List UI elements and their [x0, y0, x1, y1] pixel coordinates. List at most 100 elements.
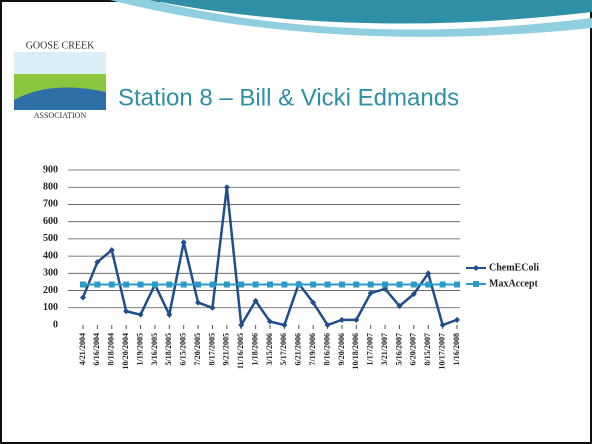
marker	[454, 316, 460, 323]
slide-title: Station 8 – Bill & Vicki Edmands	[118, 84, 459, 111]
marker	[410, 281, 417, 288]
marker	[396, 281, 403, 288]
y-tick-label: 200	[43, 285, 58, 296]
x-tick-label: 9/21/2005	[222, 333, 231, 365]
marker	[367, 281, 374, 288]
marker	[80, 281, 86, 288]
marker	[310, 299, 317, 306]
x-tick-label: 10/18/2006	[351, 333, 360, 369]
marker	[338, 316, 345, 323]
x-tick-label: 7/20/2005	[193, 333, 202, 365]
y-tick-label: 100	[43, 302, 58, 313]
x-tick-label: 10/20/2004	[121, 333, 130, 369]
x-tick-label: 8/15/2007	[423, 333, 432, 365]
y-tick-label: 400	[43, 250, 58, 261]
logo-sky	[14, 52, 106, 74]
marker	[195, 299, 202, 306]
y-tick-label: 300	[43, 268, 58, 279]
x-tick-label: 3/16/2005	[150, 333, 159, 365]
y-tick-label: 700	[43, 199, 58, 210]
legend-label: MaxAccept	[489, 278, 539, 289]
y-tick-label: 900	[43, 164, 58, 175]
logo-top: GOOSE CREEK	[26, 40, 95, 51]
marker	[252, 297, 259, 304]
marker	[108, 281, 115, 288]
x-tick-label: 5/18/2005	[164, 333, 173, 365]
marker	[209, 304, 216, 311]
x-tick-label: 9/20/2006	[337, 333, 346, 365]
x-tick-label: 1/19/2005	[135, 333, 144, 365]
marker	[94, 281, 101, 288]
legend-label: ChemEColi	[489, 262, 539, 273]
x-tick-label: 3/15/2006	[265, 333, 274, 365]
marker	[267, 318, 273, 325]
x-tick-label: 1/17/2007	[366, 333, 375, 365]
marker	[310, 281, 317, 288]
marker	[281, 322, 288, 328]
x-tick-label: 6/20/2007	[409, 333, 418, 365]
marker	[439, 281, 446, 288]
marker	[410, 291, 417, 297]
marker	[425, 270, 432, 277]
marker	[108, 247, 115, 254]
marker	[151, 281, 158, 288]
x-tick-label: 8/18/2004	[107, 333, 116, 365]
y-tick-label: 0	[53, 319, 58, 330]
x-tick-label: 6/15/2005	[179, 333, 188, 365]
marker	[195, 281, 202, 288]
marker	[425, 281, 432, 288]
x-tick-label: 5/16/2007	[394, 333, 403, 365]
x-tick-label: 8/16/2006	[322, 333, 331, 365]
x-tick-label: 5/17/2006	[279, 333, 288, 365]
marker	[94, 259, 101, 266]
top-wave	[150, 0, 592, 24]
y-tick-label: 600	[43, 216, 58, 227]
marker	[223, 281, 230, 288]
marker	[180, 239, 187, 246]
x-tick-label: 11/16/2005	[236, 333, 245, 369]
marker	[137, 281, 144, 288]
marker	[295, 281, 302, 288]
marker	[439, 322, 446, 328]
marker	[281, 281, 288, 288]
x-tick-label: 10/17/2007	[437, 333, 446, 369]
marker	[353, 316, 360, 323]
y-tick-label: 800	[43, 182, 58, 193]
marker	[324, 322, 331, 328]
marker	[223, 184, 230, 191]
x-tick-label: 8/17/2005	[207, 333, 216, 365]
marker	[367, 290, 374, 297]
x-tick-label: 6/21/2006	[294, 333, 303, 365]
marker	[238, 281, 245, 288]
x-tick-label: 4/21/2004	[78, 333, 87, 365]
legend-marker	[473, 281, 479, 287]
marker	[238, 322, 245, 328]
marker	[324, 281, 331, 288]
marker	[396, 303, 403, 310]
marker	[166, 281, 173, 288]
x-tick-label: 7/19/2006	[308, 333, 317, 365]
marker	[123, 281, 130, 288]
x-tick-label: 6/16/2004	[92, 333, 101, 365]
marker	[353, 281, 360, 288]
marker	[137, 311, 144, 318]
x-tick-label: 3/21/2007	[380, 333, 389, 365]
legend-marker	[473, 265, 479, 271]
logo: GOOSE CREEK ASSOCIATION	[14, 40, 106, 120]
top-wave-light	[110, 0, 592, 37]
logo-bottom: ASSOCIATION	[34, 111, 87, 120]
marker	[166, 311, 173, 318]
marker	[338, 281, 345, 288]
y-tick-label: 500	[43, 233, 58, 244]
marker	[454, 281, 460, 288]
marker	[382, 281, 389, 288]
x-tick-label: 1/16/2008	[452, 333, 461, 365]
marker	[209, 281, 216, 288]
marker	[180, 281, 187, 288]
marker	[267, 281, 273, 288]
x-tick-label: 1/18/2006	[250, 333, 259, 365]
marker	[123, 308, 130, 315]
marker	[80, 294, 86, 301]
